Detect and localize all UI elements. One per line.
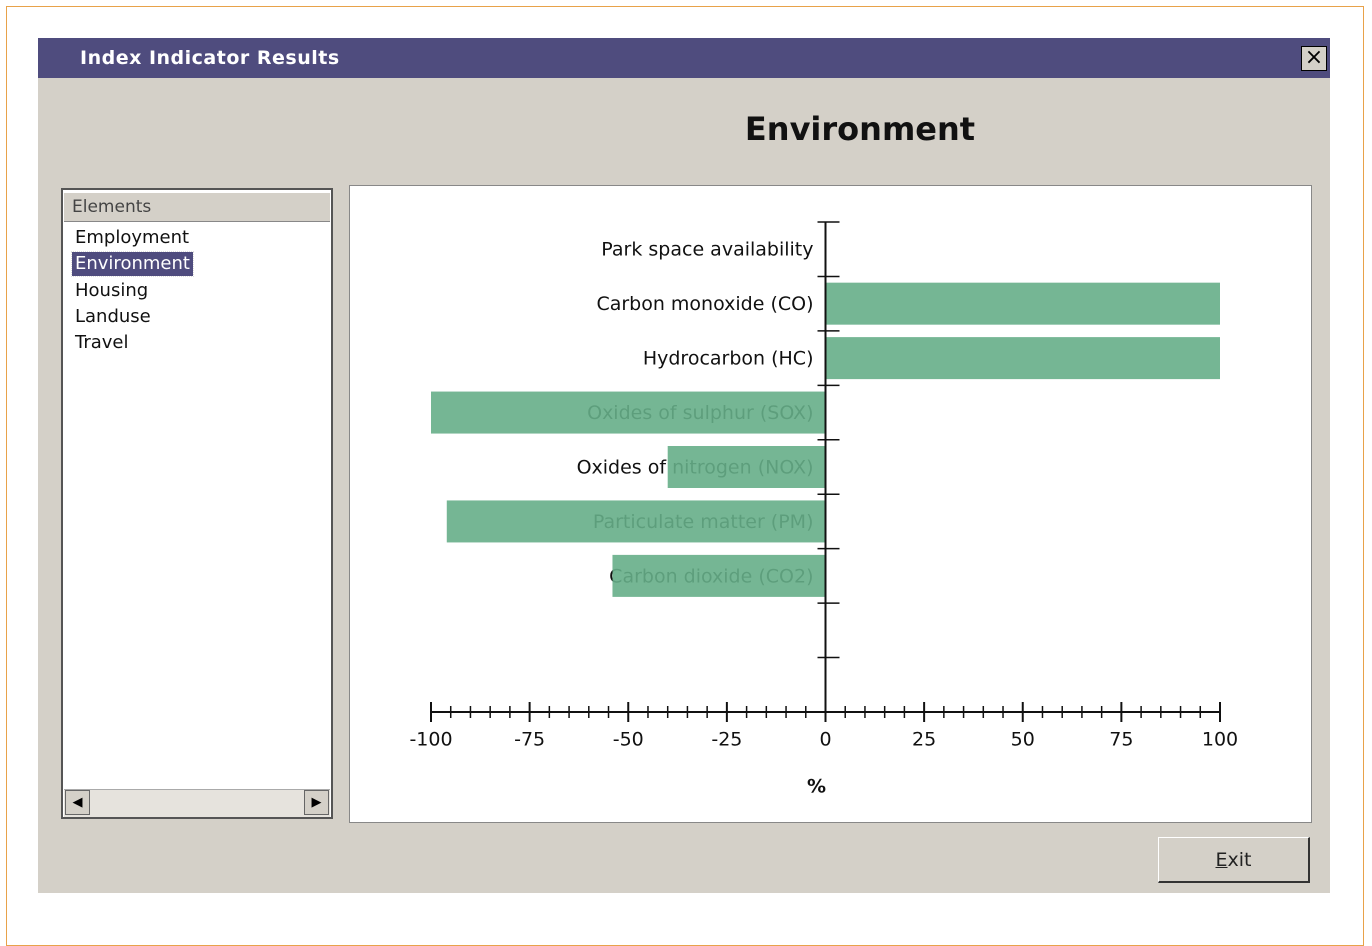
x-tick-label: -100 bbox=[409, 729, 452, 751]
list-item[interactable]: Environment bbox=[71, 251, 194, 278]
elements-list bbox=[61, 188, 333, 819]
x-tick-label: -50 bbox=[613, 729, 644, 751]
bar bbox=[612, 554, 826, 597]
x-axis-label: % bbox=[807, 776, 826, 798]
x-tick-label: 25 bbox=[912, 729, 936, 751]
list-item[interactable]: Housing bbox=[75, 279, 149, 301]
bar bbox=[446, 500, 826, 543]
bar bbox=[825, 282, 1220, 325]
x-tick-label: 50 bbox=[1011, 729, 1035, 751]
x-tick-label: 0 bbox=[819, 729, 831, 751]
scrollbar[interactable] bbox=[64, 789, 330, 817]
list-item[interactable]: Employment bbox=[75, 227, 190, 248]
x-tick-label: 100 bbox=[1202, 729, 1238, 751]
chart-title: Environment bbox=[744, 110, 976, 148]
page: Index Indicator Results × Elements ◀ ▶ E… bbox=[6, 6, 1364, 946]
bar bbox=[667, 446, 826, 488]
bar bbox=[825, 337, 1220, 380]
category-label: Hydrocarbon (HC) bbox=[643, 348, 814, 370]
scroll-left[interactable]: ◀ bbox=[65, 790, 90, 815]
list-item[interactable]: Travel bbox=[75, 332, 129, 354]
chart: Park space availability Carbon monoxide (… bbox=[409, 221, 1238, 798]
category-label: Carbon monoxide (CO) bbox=[596, 293, 813, 315]
exit-button[interactable]: Exit bbox=[1158, 837, 1310, 883]
list-header[interactable]: Elements bbox=[64, 193, 330, 222]
title-bar bbox=[38, 38, 1330, 78]
close-button[interactable]: × bbox=[1301, 46, 1327, 71]
window-title: Index Indicator Results bbox=[80, 47, 340, 69]
category-label: Park space availability bbox=[601, 239, 813, 261]
list-item[interactable]: Landuse bbox=[75, 305, 151, 327]
x-tick-label: -25 bbox=[711, 729, 742, 751]
x-tick-label: 75 bbox=[1109, 729, 1133, 751]
scroll-right[interactable]: ▶ bbox=[304, 790, 329, 815]
x-tick-label: -75 bbox=[514, 729, 545, 751]
bar bbox=[431, 391, 826, 434]
